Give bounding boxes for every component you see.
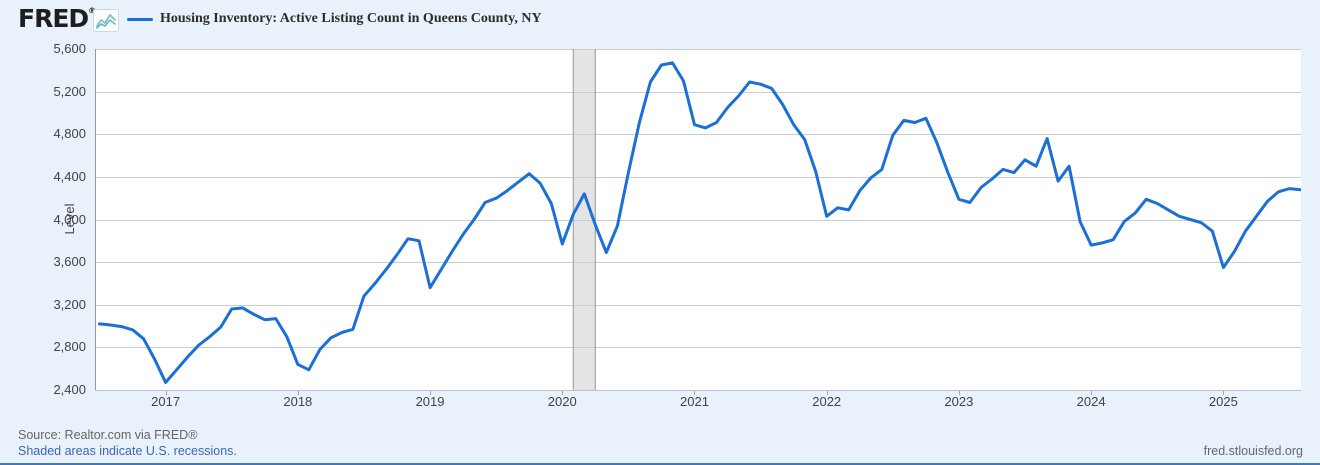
plot-background xyxy=(95,49,1301,390)
y-tick-label: 2,800 xyxy=(53,339,86,355)
source-text: Source: Realtor.com via FRED® xyxy=(18,428,198,442)
y-tick-label: 4,800 xyxy=(53,126,86,142)
x-tick-label: 2020 xyxy=(547,394,577,409)
x-tick-label: 2023 xyxy=(944,394,974,409)
x-tick-label: 2017 xyxy=(151,394,181,409)
registered-mark: ® xyxy=(88,6,96,15)
x-tick-label: 2022 xyxy=(812,394,842,409)
fred-sparkline-icon xyxy=(93,9,119,32)
y-tick-label: 3,200 xyxy=(53,296,86,312)
x-tick-label: 2018 xyxy=(283,394,313,409)
y-tick-label: 4,400 xyxy=(53,168,86,184)
plot-area[interactable] xyxy=(95,49,1301,397)
y-tick-label: 4,000 xyxy=(53,211,86,227)
y-tick-label: 5,600 xyxy=(53,41,86,56)
fred-site-link[interactable]: fred.stlouisfed.org xyxy=(1203,444,1303,458)
legend-line-swatch xyxy=(127,18,153,21)
y-tick-label: 5,200 xyxy=(53,83,86,99)
fred-logo-text: FRED xyxy=(18,4,89,33)
x-tick-label: 2021 xyxy=(680,394,709,409)
x-tick-label: 2024 xyxy=(1076,394,1106,409)
y-tick-label: 2,400 xyxy=(53,382,86,397)
x-tick-label: 2019 xyxy=(415,394,445,409)
y-tick-label: 3,600 xyxy=(53,254,86,270)
fred-logo[interactable]: FRED® xyxy=(18,4,96,33)
bottom-border-bar xyxy=(0,463,1320,465)
x-tick-label: 2025 xyxy=(1208,394,1238,409)
chart-title[interactable]: Housing Inventory: Active Listing Count … xyxy=(160,11,542,26)
series-line[interactable] xyxy=(98,61,1301,384)
recession-note-link[interactable]: Shaded areas indicate U.S. recessions. xyxy=(18,444,237,458)
